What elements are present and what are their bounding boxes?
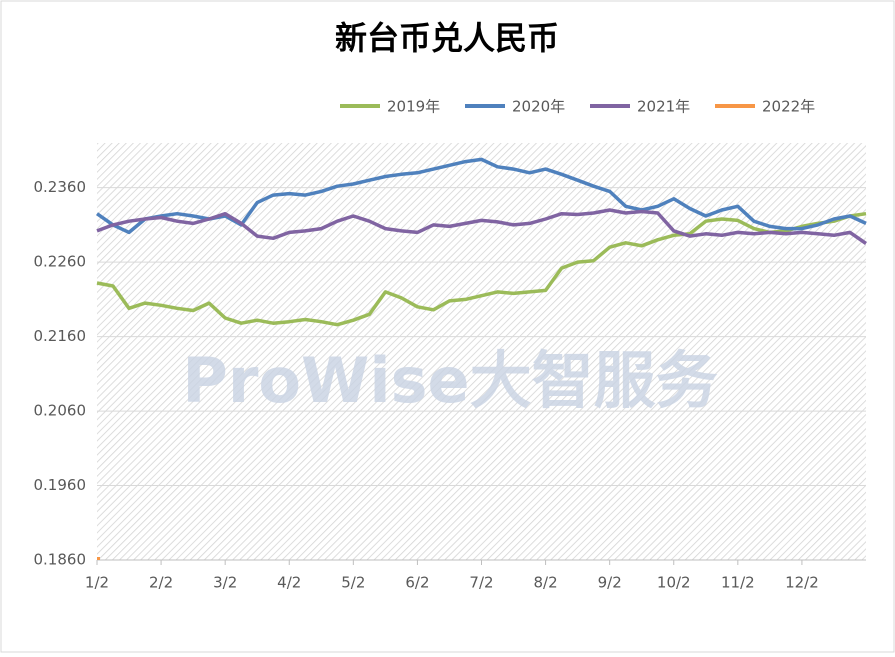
x-tick-label: 8/2: [534, 574, 558, 592]
x-tick-label: 6/2: [405, 574, 429, 592]
legend-label: 2021年: [637, 98, 690, 116]
y-tick-label: 0.1960: [34, 476, 87, 494]
y-tick-label: 0.2060: [34, 402, 87, 420]
x-tick-label: 7/2: [469, 574, 493, 592]
x-tick-label: 5/2: [341, 574, 365, 592]
chart-title: 新台币兑人民币: [335, 19, 559, 57]
x-tick-label: 10/2: [657, 574, 691, 592]
series-line: [96, 208, 867, 245]
legend-label: 2019年: [387, 98, 440, 116]
x-tick-label: 11/2: [721, 574, 755, 592]
y-tick-label: 0.2160: [34, 327, 87, 345]
x-tick-label: 4/2: [277, 574, 301, 592]
y-tick-label: 0.2360: [34, 178, 87, 196]
series-line: [95, 157, 867, 235]
x-tick-label: 1/2: [85, 574, 109, 592]
x-tick-label: 12/2: [785, 574, 819, 592]
legend-label: 2022年: [762, 98, 815, 116]
y-tick-label: 0.1860: [34, 551, 87, 569]
series-line: [96, 211, 867, 327]
x-tick-label: 9/2: [598, 574, 622, 592]
x-tick-label: 2/2: [149, 574, 173, 592]
x-tick-label: 3/2: [213, 574, 237, 592]
watermark: ProWise大智服务: [182, 344, 717, 417]
y-tick-label: 0.2260: [34, 253, 87, 271]
legend-label: 2020年: [512, 98, 565, 116]
